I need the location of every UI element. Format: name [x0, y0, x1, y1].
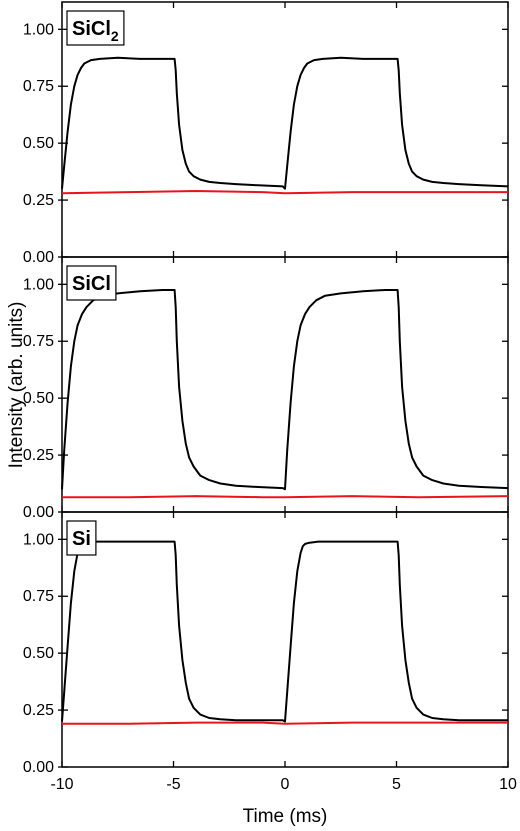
panel-label-main: Si	[72, 528, 91, 550]
y-axis-title: Intensity (arb. units)	[6, 302, 27, 469]
background-line	[61, 189, 508, 195]
plot-frame	[61, 511, 509, 768]
y-tick-label: 0.50	[23, 390, 54, 407]
panel-label-main: SiCl	[72, 273, 111, 295]
panel-label: Si	[72, 528, 91, 550]
x-tick-label: 10	[499, 776, 517, 793]
y-tick-label: 0.50	[23, 645, 54, 662]
plot-frame	[61, 1, 509, 258]
signal-line	[61, 540, 508, 723]
panel-1: 0.00 0.25 0.50 0.75 1.00 SiCl2	[23, 1, 509, 266]
y-tick-label: 0.50	[23, 135, 54, 152]
signal-line	[61, 56, 509, 190]
panel-label: SiCl2	[72, 18, 119, 44]
y-tick-label: 1.00	[23, 21, 54, 38]
y-tick-label: 0.75	[23, 333, 54, 350]
y-tick-label: 0.25	[23, 447, 54, 464]
panel-label: SiCl	[72, 273, 111, 295]
x-tick-label: 0	[281, 776, 290, 793]
panels-group: 0.000.250.500.751.00 SiCl20.000.250.500.7…	[23, 1, 517, 793]
background-line	[62, 721, 508, 725]
panel-label-box	[66, 10, 125, 46]
y-tick-label: 1.00	[23, 531, 54, 548]
y-tick-label: 0.25	[23, 702, 54, 719]
x-tick-label: 5	[392, 776, 401, 793]
y-tick-label: 1.00	[23, 276, 54, 293]
panel-label-main: SiCl	[72, 18, 111, 40]
y-tick-label: 0.25	[23, 192, 54, 209]
y-tick-label: 0.75	[23, 78, 54, 95]
panel-label-box	[66, 265, 117, 301]
y-tick-label: 0.00	[23, 759, 54, 776]
y-tick-label: 0.00	[23, 504, 54, 521]
x-tick-label: -5	[166, 776, 180, 793]
y-tick-label: 0.75	[23, 588, 54, 605]
panel-label-subscript: 2	[111, 28, 119, 44]
background-line	[62, 495, 509, 499]
panel-3: 0.00 0.25 0.50 0.75 1.00 Si	[23, 511, 509, 776]
y-tick-label: 0.00	[23, 249, 54, 266]
signal-line	[61, 289, 509, 491]
panel-2: 0.00 0.25 0.50 0.75 1.00 SiCl	[23, 256, 509, 521]
x-axis-title: Time (ms)	[243, 806, 328, 827]
panel-label-box	[66, 520, 97, 556]
x-tick-label: -10	[50, 776, 73, 793]
